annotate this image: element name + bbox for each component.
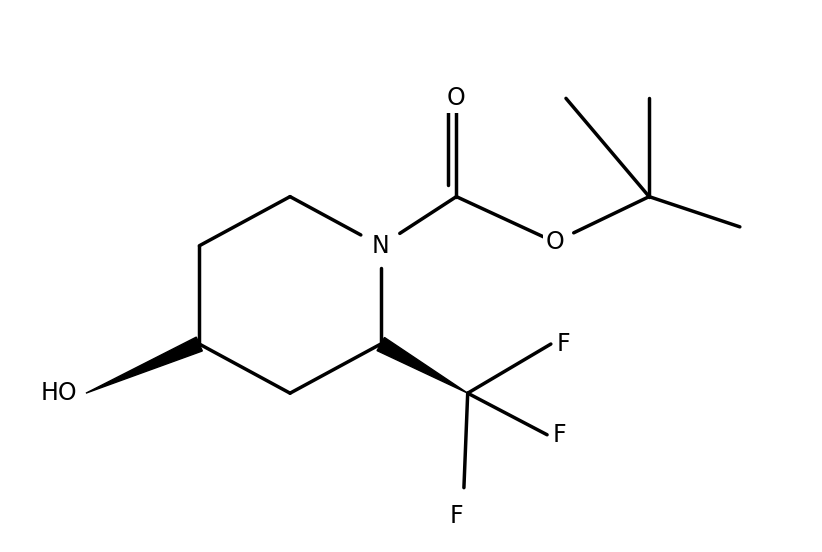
Text: O: O — [447, 86, 466, 110]
Text: F: F — [552, 423, 566, 447]
Text: O: O — [545, 230, 564, 254]
Text: N: N — [372, 233, 390, 258]
Text: HO: HO — [40, 381, 77, 405]
Text: F: F — [450, 505, 463, 528]
Polygon shape — [377, 337, 468, 393]
Polygon shape — [86, 337, 202, 393]
Text: F: F — [556, 332, 570, 356]
